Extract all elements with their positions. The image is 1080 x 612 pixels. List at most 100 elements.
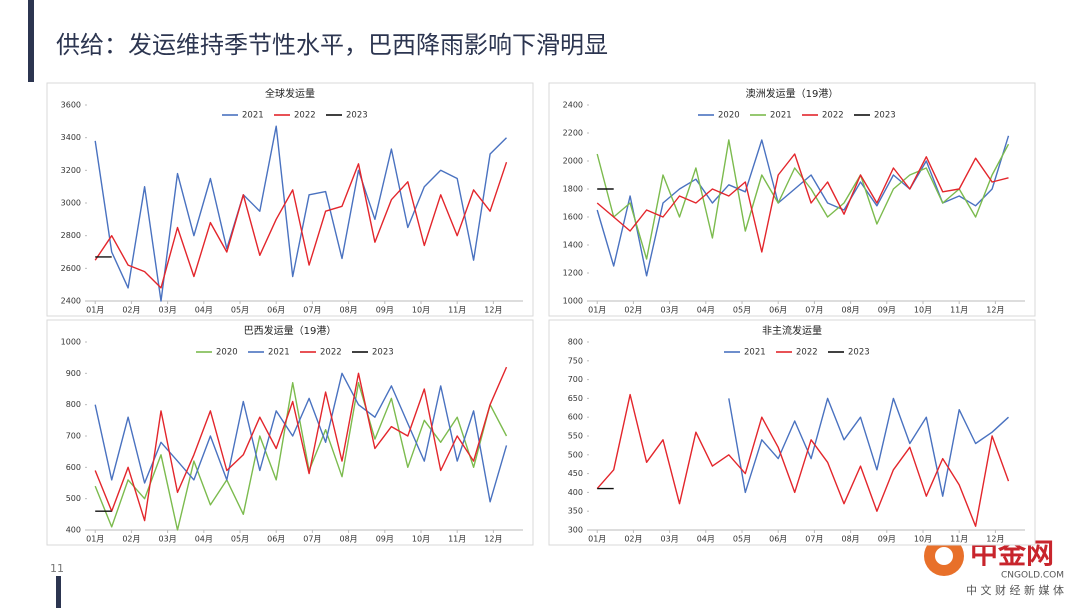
x-tick-label: 11月 bbox=[448, 306, 466, 315]
x-tick-label: 03月 bbox=[159, 535, 177, 544]
x-tick-label: 06月 bbox=[769, 535, 787, 544]
chart-frame bbox=[548, 319, 1036, 546]
x-tick-label: 02月 bbox=[624, 535, 642, 544]
x-tick-label: 09月 bbox=[376, 535, 394, 544]
legend-label: 2020 bbox=[216, 348, 238, 358]
y-tick-label: 700 bbox=[66, 432, 81, 441]
x-tick-label: 05月 bbox=[733, 535, 751, 544]
legend-label: 2023 bbox=[848, 348, 870, 358]
y-tick-label: 550 bbox=[568, 432, 583, 441]
x-tick-label: 12月 bbox=[484, 306, 502, 315]
legend-label: 2023 bbox=[874, 111, 896, 121]
x-tick-label: 05月 bbox=[231, 535, 249, 544]
y-tick-label: 2000 bbox=[563, 157, 583, 166]
chart-title: 澳洲发运量（19港） bbox=[746, 87, 839, 100]
legend-label: 2021 bbox=[268, 348, 290, 358]
series-line bbox=[94, 161, 508, 289]
x-tick-label: 07月 bbox=[805, 535, 823, 544]
legend-label: 2022 bbox=[320, 348, 342, 358]
x-tick-label: 10月 bbox=[412, 306, 430, 315]
y-tick-label: 400 bbox=[568, 488, 583, 497]
x-tick-label: 10月 bbox=[914, 535, 932, 544]
x-tick-label: 07月 bbox=[303, 306, 321, 315]
chart-frame bbox=[46, 82, 534, 317]
page-number: 11 bbox=[50, 562, 64, 575]
series-line bbox=[596, 393, 1010, 527]
y-tick-label: 2400 bbox=[61, 297, 81, 306]
x-tick-label: 04月 bbox=[195, 535, 213, 544]
legend-label: 2022 bbox=[822, 111, 844, 121]
y-tick-label: 350 bbox=[568, 507, 583, 516]
x-tick-label: 09月 bbox=[878, 306, 896, 315]
y-tick-label: 450 bbox=[568, 469, 583, 478]
x-tick-label: 09月 bbox=[878, 535, 896, 544]
y-tick-label: 700 bbox=[568, 375, 583, 384]
series-line bbox=[94, 372, 508, 503]
x-tick-label: 11月 bbox=[950, 535, 968, 544]
y-tick-label: 2400 bbox=[563, 101, 583, 110]
x-tick-label: 10月 bbox=[412, 535, 430, 544]
x-tick-label: 05月 bbox=[231, 306, 249, 315]
chart-title: 非主流发运量 bbox=[762, 324, 822, 337]
legend-label: 2023 bbox=[372, 348, 394, 358]
y-tick-label: 3600 bbox=[61, 101, 81, 110]
y-tick-label: 600 bbox=[568, 413, 583, 422]
y-tick-label: 1200 bbox=[563, 269, 583, 278]
y-tick-label: 3200 bbox=[61, 166, 81, 175]
y-tick-label: 1400 bbox=[563, 241, 583, 250]
chart-title: 全球发运量 bbox=[265, 87, 315, 100]
x-tick-label: 01月 bbox=[86, 535, 104, 544]
y-tick-label: 400 bbox=[66, 526, 81, 535]
x-tick-label: 02月 bbox=[122, 535, 140, 544]
x-tick-label: 11月 bbox=[448, 535, 466, 544]
legend-label: 2021 bbox=[770, 111, 792, 121]
x-tick-label: 02月 bbox=[122, 306, 140, 315]
x-tick-label: 12月 bbox=[986, 535, 1004, 544]
y-tick-label: 600 bbox=[66, 463, 81, 472]
series-line bbox=[94, 366, 508, 522]
x-tick-label: 06月 bbox=[267, 535, 285, 544]
logo-site: CNGOLD.COM bbox=[1001, 571, 1064, 581]
logo-icon-inner bbox=[935, 547, 953, 565]
series-line bbox=[596, 153, 1009, 253]
chart: 澳洲发运量（19港） 1000 1200 1400 1600 1800 2000 2200 24… bbox=[548, 82, 1036, 317]
y-tick-label: 2800 bbox=[61, 231, 81, 240]
y-tick-label: 650 bbox=[568, 394, 583, 403]
x-tick-label: 05月 bbox=[733, 306, 751, 315]
y-tick-label: 2200 bbox=[563, 129, 583, 138]
x-tick-label: 03月 bbox=[159, 306, 177, 315]
slide-title: 供给：发运维持季节性水平，巴西降雨影响下滑明显 bbox=[56, 31, 608, 59]
x-tick-label: 01月 bbox=[588, 535, 606, 544]
chart: 非主流发运量 300 350 400 450 500 550 600 650 700 750 800 0… bbox=[548, 319, 1036, 546]
legend-label: 2021 bbox=[744, 348, 766, 358]
y-tick-label: 1000 bbox=[563, 297, 583, 306]
y-tick-label: 800 bbox=[568, 338, 583, 347]
x-tick-label: 04月 bbox=[697, 306, 715, 315]
x-tick-label: 07月 bbox=[805, 306, 823, 315]
y-tick-label: 500 bbox=[66, 494, 81, 503]
x-tick-label: 04月 bbox=[195, 306, 213, 315]
x-tick-label: 03月 bbox=[661, 306, 679, 315]
x-tick-label: 08月 bbox=[340, 306, 358, 315]
x-tick-label: 12月 bbox=[484, 535, 502, 544]
footer-bar bbox=[56, 576, 61, 608]
y-tick-label: 800 bbox=[66, 400, 81, 409]
y-tick-label: 3400 bbox=[61, 133, 81, 142]
title-bar bbox=[28, 0, 34, 82]
legend-label: 2023 bbox=[346, 111, 368, 121]
series-line bbox=[94, 382, 508, 531]
x-tick-label: 06月 bbox=[769, 306, 787, 315]
y-tick-label: 1600 bbox=[563, 213, 583, 222]
chart: 全球发运量 2400 2600 2800 3000 3200 3400 3600 01月 02月 0… bbox=[46, 82, 534, 317]
y-tick-label: 900 bbox=[66, 369, 81, 378]
x-tick-label: 07月 bbox=[303, 535, 321, 544]
legend-label: 2020 bbox=[718, 111, 740, 121]
x-tick-label: 11月 bbox=[950, 306, 968, 315]
y-tick-label: 1800 bbox=[563, 185, 583, 194]
x-tick-label: 08月 bbox=[842, 306, 860, 315]
x-tick-label: 04月 bbox=[697, 535, 715, 544]
x-tick-label: 03月 bbox=[661, 535, 679, 544]
legend-label: 2021 bbox=[242, 111, 264, 121]
series-line bbox=[728, 397, 1009, 497]
